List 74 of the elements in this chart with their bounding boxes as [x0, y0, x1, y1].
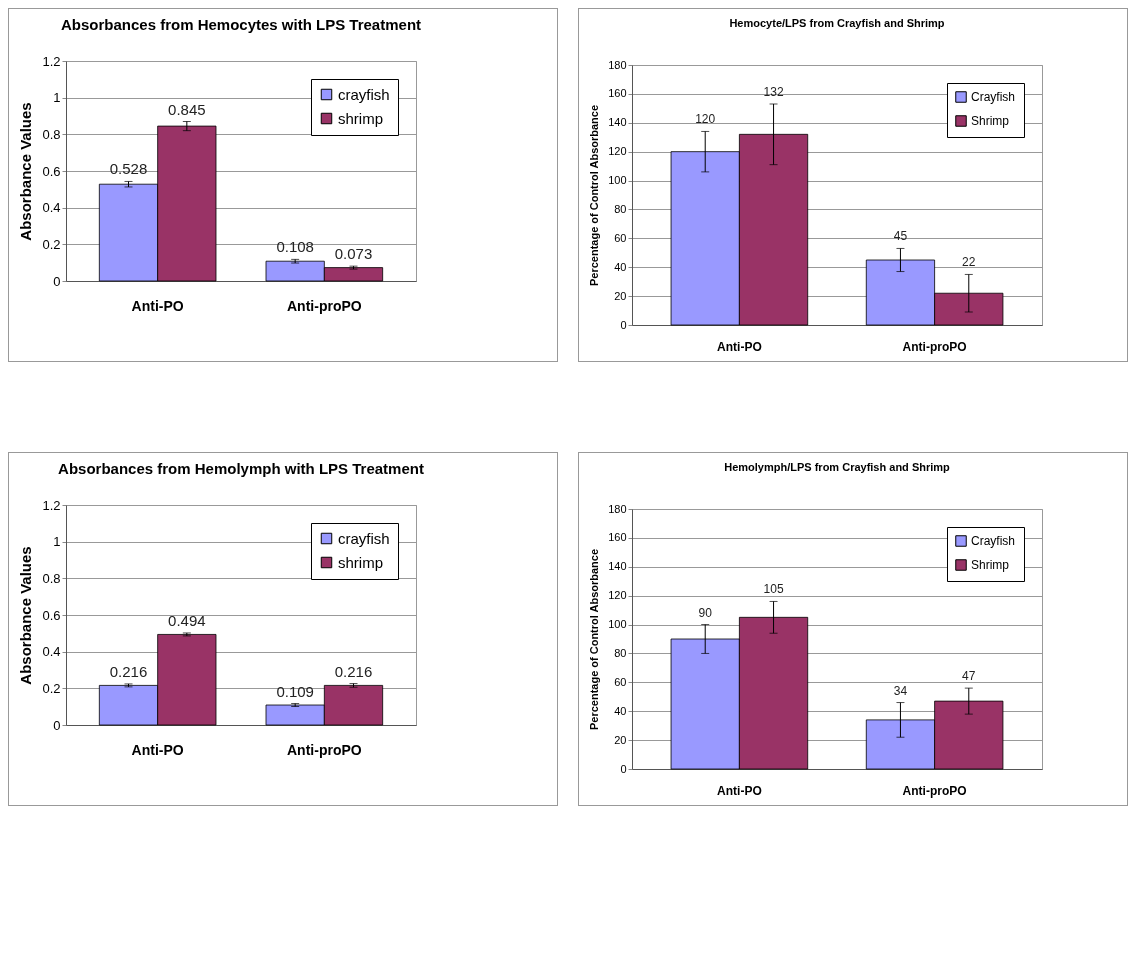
y-tick-label: 0.2 [42, 236, 61, 252]
y-tick-label: 160 [608, 531, 627, 544]
x-tick-label: Anti-proPO [287, 741, 362, 758]
y-tick-label: 80 [614, 646, 627, 659]
y-axis-title: Absorbance Values [17, 546, 35, 685]
data-label: 0.528 [109, 160, 148, 178]
y-tick-label: 1 [53, 534, 61, 550]
data-label: 120 [695, 112, 716, 127]
y-tick-label: 100 [608, 618, 627, 631]
data-label: 0.216 [109, 662, 148, 680]
x-tick-label: Anti-PO [131, 741, 184, 758]
legend-label: crayfish [338, 529, 390, 547]
data-label: 105 [763, 582, 784, 597]
y-tick-label: 0.6 [42, 163, 61, 179]
y-tick-label: 0 [620, 762, 627, 775]
data-label: 34 [893, 683, 908, 698]
x-tick-label: Anti-PO [717, 783, 762, 798]
y-tick-label: 40 [614, 260, 627, 273]
y-tick-label: 160 [608, 87, 627, 100]
y-tick-label: 20 [614, 733, 627, 746]
data-label: 47 [962, 669, 976, 684]
legend-label: Shrimp [971, 558, 1010, 572]
legend-label: Crayfish [971, 534, 1016, 548]
legend-label: Crayfish [971, 90, 1016, 104]
y-tick-label: 60 [614, 231, 627, 244]
y-tick-label: 180 [608, 502, 627, 515]
data-label: 0.216 [334, 662, 373, 680]
y-tick-label: 0.6 [42, 607, 61, 623]
y-tick-label: 120 [608, 589, 627, 602]
chart-title: Absorbances from Hemocytes with LPS Treatment [60, 16, 422, 33]
data-label: 22 [962, 255, 976, 270]
data-label: 45 [893, 229, 908, 244]
x-tick-label: Anti-PO [717, 339, 762, 354]
x-tick-label: Anti-proPO [902, 339, 967, 354]
data-label: 0.108 [276, 238, 314, 256]
data-label: 132 [763, 85, 784, 99]
y-tick-label: 0 [53, 273, 61, 289]
y-tick-label: 0.4 [42, 200, 61, 216]
y-tick-label: 120 [608, 145, 627, 158]
chart-title: Hemolymph/LPS from Crayfish and Shrimp [724, 461, 951, 473]
data-label: 0.109 [276, 682, 314, 700]
chart-title: Hemocyte/LPS from Crayfish and Shrimp [729, 17, 945, 29]
x-tick-label: Anti-proPO [287, 297, 362, 314]
y-tick-label: 100 [608, 174, 627, 187]
data-label: 0.494 [168, 611, 206, 629]
y-axis-title: Percentage of Control Absorbance [588, 104, 601, 287]
y-axis-title: Percentage of Control Absorbance [588, 548, 601, 731]
y-tick-label: 0 [53, 717, 61, 733]
x-tick-label: Anti-PO [131, 297, 184, 314]
y-tick-label: 80 [614, 202, 627, 215]
x-tick-label: Anti-proPO [902, 783, 967, 798]
chart-title: Absorbances from Hemolymph with LPS Treatment [58, 460, 424, 477]
y-tick-label: 0.4 [42, 644, 61, 660]
legend-label: Shrimp [971, 114, 1010, 128]
legend-label: shrimp [338, 109, 384, 127]
y-axis-title: Absorbance Values [17, 102, 35, 241]
y-tick-label: 1.2 [42, 497, 61, 513]
legend-label: crayfish [338, 85, 390, 103]
y-tick-label: 0.2 [42, 680, 61, 696]
data-label: 90 [698, 605, 713, 620]
y-tick-label: 1 [53, 90, 61, 106]
y-tick-label: 0 [620, 318, 627, 331]
data-label: 0.073 [334, 245, 373, 263]
y-tick-label: 140 [608, 560, 627, 573]
legend-label: shrimp [338, 553, 384, 571]
y-tick-label: 1.2 [42, 53, 61, 69]
y-tick-label: 0.8 [42, 126, 61, 142]
y-tick-label: 60 [614, 675, 627, 688]
y-tick-label: 0.8 [42, 570, 61, 586]
data-label: 0.845 [168, 100, 206, 118]
y-tick-label: 40 [614, 704, 627, 717]
y-tick-label: 180 [608, 58, 627, 71]
y-tick-label: 20 [614, 289, 627, 302]
y-tick-label: 140 [608, 116, 627, 129]
